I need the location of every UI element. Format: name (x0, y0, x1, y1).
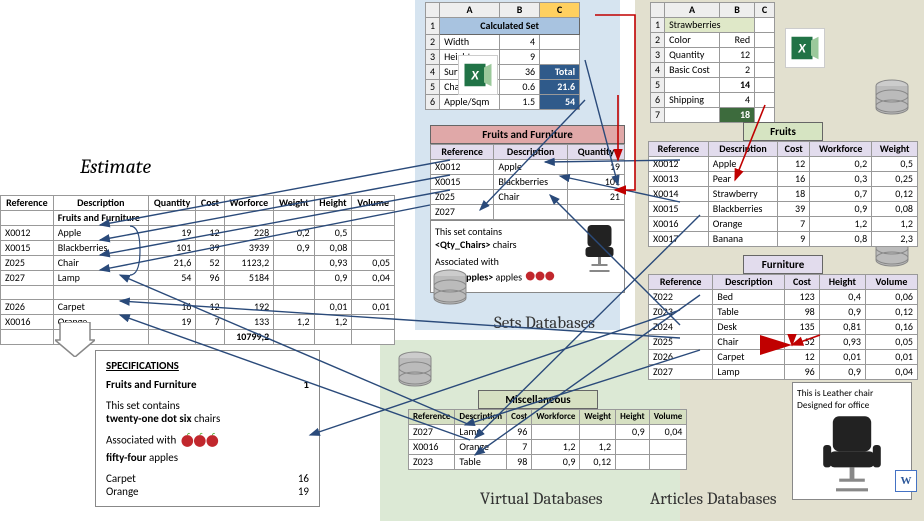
svg-text:X: X (797, 40, 806, 57)
table-row: X0015Blackberries1013939390,90,08 (1, 241, 395, 256)
sets-label: Sets Databases (494, 314, 595, 333)
svg-text:X: X (470, 67, 479, 84)
database-icon (395, 350, 435, 390)
estimate-title: Estimate (80, 155, 151, 178)
table-row (1, 286, 395, 300)
calcset-table: ABC 1Calculated Set 2Width43Height94Surf… (425, 2, 580, 110)
table-row: Z025Chair21,6521123,20,930,05 (1, 256, 395, 271)
virtual-label: Virtual Databases (480, 490, 603, 509)
spec-box: SPECIFICATIONS Fruits and Furniture1 Thi… (95, 350, 320, 507)
fruits-table: ReferenceDescriptionCostWorkforceWeight … (648, 141, 918, 247)
furniture-table: ReferenceDescriptionCostHeightVolume Z02… (648, 274, 918, 380)
misc-table: ReferenceDescriptionCostWorkforceWeightH… (408, 409, 687, 470)
excel-icon: X (785, 28, 825, 68)
furniture-notice: This is Leather chairDesigned for office (797, 387, 907, 411)
strawberries-table: ABC 1Strawberries 2ColorRed3Quantity124B… (650, 2, 775, 123)
word-icon: W (895, 470, 917, 492)
table-row: X0012Apple19122280,20,5 (1, 226, 395, 241)
excel-icon: X (458, 55, 498, 95)
database-icon (872, 78, 912, 118)
table-row: Z026Carpet16121920,010,01 (1, 300, 395, 315)
fruitfurn-table: ReferenceDescriptionQuantity X0012Apple1… (430, 144, 625, 220)
database-icon (430, 268, 470, 308)
table-row: Z027Lamp549651840,90,04 (1, 271, 395, 286)
articles-label: Articles Databases (650, 490, 777, 509)
